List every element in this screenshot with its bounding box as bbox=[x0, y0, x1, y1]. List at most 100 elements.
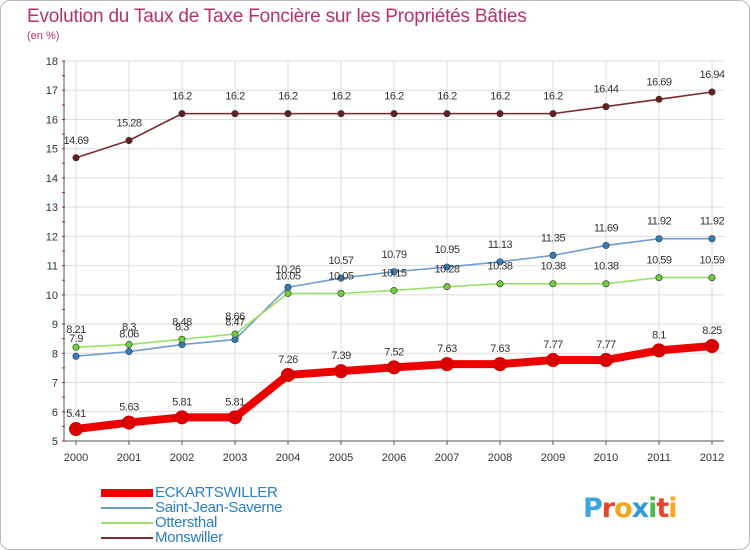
data-label: 14.69 bbox=[63, 135, 88, 147]
data-label: 5.63 bbox=[119, 402, 139, 414]
legend-label-monswiller: Monswiller bbox=[155, 529, 223, 546]
data-point bbox=[549, 280, 557, 288]
data-point bbox=[72, 352, 80, 360]
data-point bbox=[390, 268, 398, 276]
data-point bbox=[284, 289, 292, 297]
data-point bbox=[493, 357, 507, 372]
data-label: 8.3 bbox=[122, 322, 136, 334]
data-label: 11.92 bbox=[700, 216, 725, 228]
data-point bbox=[390, 110, 398, 118]
data-label: 7.52 bbox=[384, 346, 404, 358]
data-label: 11.13 bbox=[488, 239, 513, 251]
data-point bbox=[69, 422, 83, 437]
data-label: 16.2 bbox=[225, 91, 245, 103]
legend-swatch-eckartswiller bbox=[101, 489, 153, 497]
legend-swatch-ottersthal bbox=[101, 522, 153, 524]
data-point bbox=[443, 283, 451, 291]
legend-swatch-monswiller bbox=[101, 537, 153, 539]
data-label: 8.47 bbox=[225, 317, 245, 329]
data-label: 7.26 bbox=[278, 354, 298, 366]
y-tick-label: 16 bbox=[46, 114, 58, 126]
data-label: 10.28 bbox=[434, 264, 459, 276]
data-point bbox=[337, 289, 345, 297]
y-tick-label: 10 bbox=[46, 290, 58, 302]
chart-subtitle: (en %) bbox=[27, 30, 60, 42]
data-point bbox=[440, 357, 454, 372]
data-point bbox=[652, 343, 666, 358]
data-label: 8.25 bbox=[702, 325, 722, 337]
data-label: 10.05 bbox=[328, 270, 353, 282]
data-point bbox=[228, 410, 242, 425]
data-point bbox=[284, 110, 292, 118]
y-tick-label: 11 bbox=[47, 261, 58, 273]
data-point bbox=[175, 410, 189, 425]
data-point bbox=[72, 154, 80, 162]
data-point bbox=[284, 283, 292, 291]
logo-letter: i bbox=[648, 493, 657, 524]
data-label: 5.81 bbox=[172, 396, 192, 408]
y-tick-label: 7 bbox=[52, 378, 58, 390]
data-label: 10.05 bbox=[275, 270, 300, 282]
data-point bbox=[655, 235, 663, 243]
x-tick-label: 2010 bbox=[594, 452, 618, 464]
data-point bbox=[443, 263, 451, 271]
y-tick-label: 14 bbox=[46, 173, 58, 185]
series-monswiller: 14.69 15.28 16.2 16.2 16.2 16.2 16.2 16.2 16.2 16… bbox=[63, 69, 725, 162]
data-label: 16.2 bbox=[331, 91, 351, 103]
legend-label-ottersthal: Ottersthal bbox=[155, 514, 218, 531]
logo-letter: P bbox=[583, 493, 603, 524]
data-point bbox=[705, 339, 719, 353]
line-chart: 5 6 7 8 9 10 11 12 13 14 15 16 17 18 2000 2001 2002 2003 2… bbox=[46, 56, 726, 464]
data-point bbox=[496, 280, 504, 288]
y-tick-label: 5 bbox=[52, 436, 58, 448]
data-point bbox=[334, 364, 348, 379]
data-label: 7.63 bbox=[490, 343, 510, 355]
data-point bbox=[231, 330, 239, 338]
x-tick-label: 2002 bbox=[170, 452, 194, 464]
data-label: 10.26 bbox=[275, 264, 300, 276]
data-label: 11.69 bbox=[594, 222, 619, 234]
data-label: 10.59 bbox=[699, 255, 724, 267]
data-point bbox=[546, 353, 560, 368]
data-label: 8.3 bbox=[175, 322, 189, 334]
data-point bbox=[708, 274, 716, 282]
data-label: 7.63 bbox=[437, 343, 457, 355]
data-label: 10.59 bbox=[646, 255, 671, 267]
data-label: 16.94 bbox=[699, 69, 724, 81]
data-label: 11.92 bbox=[647, 216, 672, 228]
x-tick-label: 2007 bbox=[435, 452, 459, 464]
data-point bbox=[602, 103, 610, 111]
data-point bbox=[125, 348, 133, 356]
x-tick-label: 2004 bbox=[276, 452, 300, 464]
series-eckartswiller: 5.41 5.63 5.81 5.81 7.26 7.39 7.52 7.63 7.63 7.77… bbox=[66, 325, 723, 437]
data-point bbox=[549, 110, 557, 118]
y-tick-label: 13 bbox=[46, 202, 58, 214]
y-tick-label: 9 bbox=[52, 319, 58, 331]
x-tick-label: 2001 bbox=[117, 452, 141, 464]
x-tick-label: 2006 bbox=[382, 452, 406, 464]
data-label: 7.9 bbox=[69, 333, 83, 345]
data-label: 16.2 bbox=[384, 91, 404, 103]
data-label: 16.2 bbox=[437, 91, 457, 103]
logo-letter: t bbox=[656, 493, 669, 524]
data-point bbox=[72, 343, 80, 351]
x-tick-label: 2009 bbox=[541, 452, 565, 464]
data-point bbox=[599, 353, 613, 368]
x-tick-label: 2000 bbox=[64, 452, 88, 464]
y-tick-label: 17 bbox=[46, 85, 58, 97]
data-point bbox=[125, 341, 133, 349]
data-point bbox=[178, 335, 186, 343]
data-label: 10.15 bbox=[381, 267, 406, 279]
data-point bbox=[549, 251, 557, 259]
proxiti-logo: Proxiti bbox=[583, 493, 678, 524]
data-point bbox=[708, 235, 716, 243]
data-label: 16.69 bbox=[646, 76, 671, 88]
data-label: 16.2 bbox=[278, 91, 298, 103]
data-label: 5.81 bbox=[225, 396, 245, 408]
data-label: 7.39 bbox=[331, 350, 351, 362]
data-point bbox=[443, 110, 451, 118]
data-point bbox=[231, 110, 239, 118]
data-point bbox=[602, 241, 610, 249]
y-tick-label: 12 bbox=[46, 231, 58, 243]
